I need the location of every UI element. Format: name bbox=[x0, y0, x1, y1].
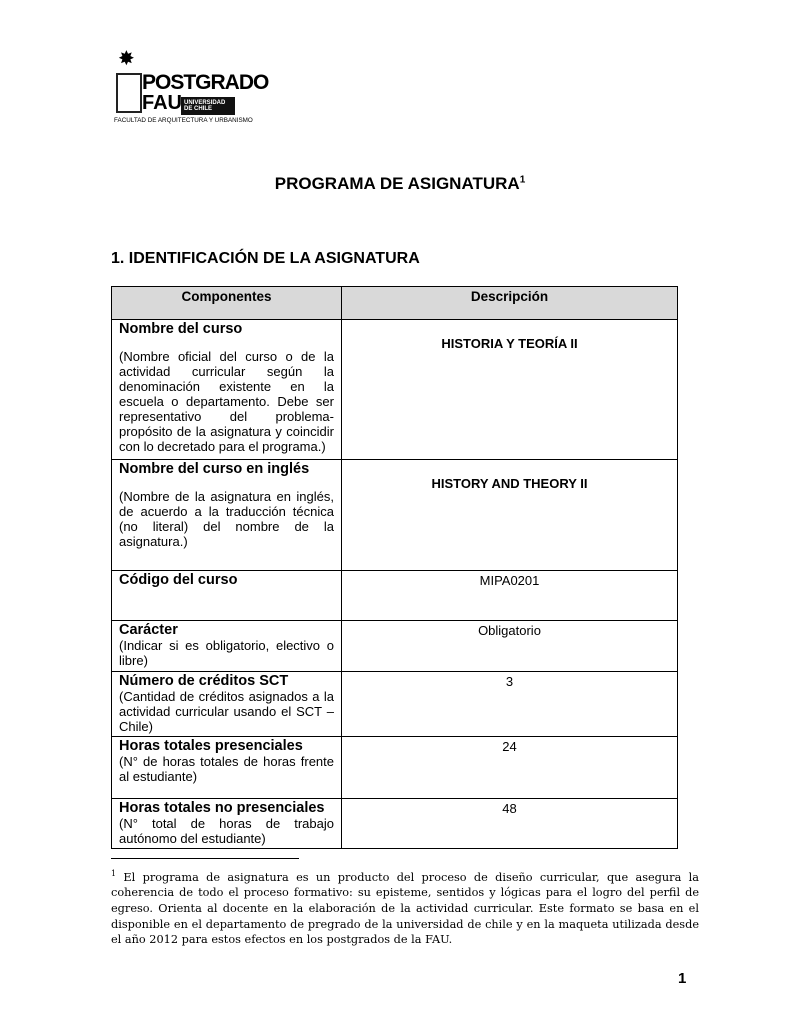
component-note: (Cantidad de créditos asignados a la act… bbox=[119, 689, 334, 734]
logo-subtitle: FAU bbox=[142, 92, 182, 114]
table-row: Código del curso MIPA0201 bbox=[111, 570, 678, 621]
component-cell: Nombre del curso en inglés (Nombre de la … bbox=[111, 459, 342, 571]
description-cell: HISTORIA Y TEORÍA II bbox=[341, 319, 678, 460]
table-row: Nombre del curso en inglés (Nombre de la … bbox=[111, 459, 678, 571]
crest-icon bbox=[116, 73, 142, 113]
description-cell: 48 bbox=[341, 798, 678, 849]
sun-star-icon: ✸ bbox=[118, 48, 135, 70]
description-value: Obligatorio bbox=[478, 623, 541, 638]
table-row: Horas totales presenciales (N° de horas t… bbox=[111, 736, 678, 799]
footnote-divider bbox=[111, 858, 299, 859]
section-heading: 1. IDENTIFICACIÓN DE LA ASIGNATURA bbox=[111, 250, 420, 267]
component-note: (Nombre de la asignatura en inglés, de a… bbox=[119, 489, 334, 549]
component-note: (Nombre oficial del curso o de la activi… bbox=[119, 349, 334, 454]
page-number: 1 bbox=[678, 970, 687, 987]
component-cell: Código del curso bbox=[111, 570, 342, 621]
description-value: 3 bbox=[505, 674, 514, 689]
component-label: Nombre del curso bbox=[119, 321, 243, 337]
component-label: Nombre del curso en inglés bbox=[119, 461, 310, 477]
component-note: (N° total de horas de trabajo autónomo d… bbox=[119, 816, 334, 846]
description-value: MIPA0201 bbox=[479, 573, 540, 588]
component-cell: Horas totales presenciales (N° de horas t… bbox=[111, 736, 342, 799]
table-row: Horas totales no presenciales (N° total d… bbox=[111, 798, 678, 849]
footnote-text: El programa de asignatura es un producto… bbox=[111, 870, 699, 947]
logo-badge: UNIVERSIDAD DE CHILE bbox=[181, 97, 235, 115]
header-componentes: Componentes bbox=[111, 286, 342, 320]
component-cell: Horas totales no presenciales (N° total d… bbox=[111, 798, 342, 849]
component-label: Número de créditos SCT bbox=[119, 673, 289, 689]
logo-faculty: FACULTAD DE ARQUITECTURA Y URBANISMO bbox=[114, 117, 253, 124]
description-value: HISTORY AND THEORY II bbox=[431, 476, 588, 491]
component-cell: Nombre del curso (Nombre oficial del curs… bbox=[111, 319, 342, 460]
component-label: Horas totales presenciales bbox=[119, 738, 303, 754]
description-cell: 24 bbox=[341, 736, 678, 799]
description-value: 48 bbox=[502, 801, 517, 816]
footnote-mark: 1 bbox=[111, 869, 117, 878]
component-note: (Indicar si es obligatorio, electivo o l… bbox=[119, 638, 334, 668]
description-value: 24 bbox=[502, 739, 517, 754]
description-cell: MIPA0201 bbox=[341, 570, 678, 621]
component-note: (N° de horas totales de horas frente al … bbox=[119, 754, 334, 784]
identification-table: Componentes Descripción Nombre del curso… bbox=[111, 286, 678, 849]
page-title: PROGRAMA DE ASIGNATURA1 bbox=[0, 174, 800, 194]
header-descripcion: Descripción bbox=[341, 286, 678, 320]
table-row: Número de créditos SCT (Cantidad de crédi… bbox=[111, 671, 678, 737]
component-label: Código del curso bbox=[119, 572, 238, 588]
table-row: Carácter (Indicar si es obligatorio, elec… bbox=[111, 620, 678, 672]
postgrado-fau-logo: ✸ POSTGRADO FAU UNIVERSIDAD DE CHILE FAC… bbox=[110, 45, 269, 125]
component-cell: Número de créditos SCT (Cantidad de crédi… bbox=[111, 671, 342, 737]
description-cell: Obligatorio bbox=[341, 620, 678, 672]
component-cell: Carácter (Indicar si es obligatorio, elec… bbox=[111, 620, 342, 672]
description-cell: 3 bbox=[341, 671, 678, 737]
footnote-ref: 1 bbox=[519, 174, 526, 186]
component-label: Horas totales no presenciales bbox=[119, 800, 325, 816]
description-cell: HISTORY AND THEORY II bbox=[341, 459, 678, 571]
component-label: Carácter bbox=[119, 622, 178, 638]
logo-title: POSTGRADO bbox=[142, 71, 269, 94]
footnote: 1 El programa de asignatura es un produc… bbox=[111, 866, 699, 948]
description-value: HISTORIA Y TEORÍA II bbox=[441, 336, 578, 351]
title-text: PROGRAMA DE ASIGNATURA bbox=[274, 174, 520, 193]
table-row: Nombre del curso (Nombre oficial del curs… bbox=[111, 319, 678, 460]
